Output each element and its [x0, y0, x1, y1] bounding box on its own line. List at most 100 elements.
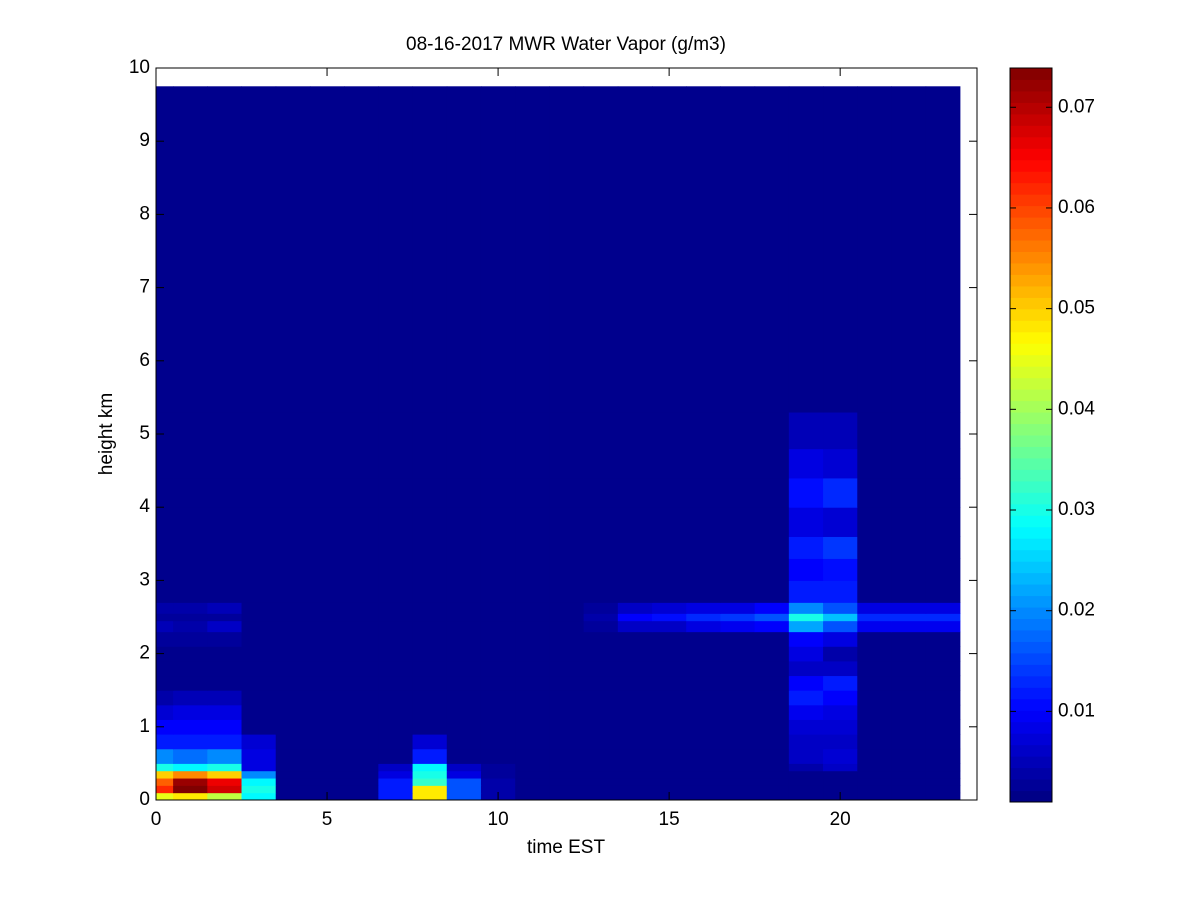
heat-cell: [378, 536, 414, 559]
colorbar-step: [1010, 217, 1052, 230]
heat-cell: [891, 763, 927, 772]
heat-cell: [788, 792, 824, 801]
heat-cell: [891, 580, 927, 603]
heat-cell: [925, 558, 961, 581]
y-tick-label: 5: [139, 423, 150, 444]
colorbar-step: [1010, 584, 1052, 597]
heat-cell: [241, 660, 277, 677]
heat-cell: [686, 448, 721, 479]
heat-cell: [823, 719, 858, 735]
heat-cell: [309, 580, 345, 603]
heat-cell: [241, 704, 277, 720]
colorbar-tick-label: 0.06: [1058, 197, 1095, 218]
colorbar-step: [1010, 274, 1052, 287]
heat-cell: [686, 770, 721, 779]
heat-cell: [241, 646, 277, 662]
heat-cell: [156, 675, 174, 691]
heat-cell: [857, 507, 892, 537]
heat-cell: [788, 86, 824, 413]
heat-cell: [378, 748, 414, 764]
heat-cell: [241, 613, 277, 622]
heat-cell: [207, 770, 243, 779]
heat-cell: [412, 613, 448, 622]
heat-cell: [515, 734, 550, 750]
heat-cell: [686, 536, 721, 559]
heat-cell: [754, 675, 790, 691]
heat-cell: [891, 792, 927, 801]
heat-cell: [823, 631, 858, 647]
heat-cell: [617, 675, 653, 691]
heat-cell: [275, 536, 311, 559]
heat-cell: [480, 719, 516, 735]
heat-cell: [857, 660, 892, 677]
heat-cell: [754, 734, 790, 750]
heat-cell: [446, 785, 482, 794]
heat-cell: [686, 477, 721, 508]
heat-cell: [686, 690, 721, 706]
heat-cell: [378, 558, 414, 581]
heat-cell: [156, 763, 174, 772]
heat-cell: [720, 477, 756, 508]
heat-cell: [241, 86, 277, 413]
colorbar-frame: [1009, 67, 1053, 803]
heat-cell: [173, 748, 208, 764]
heat-cell: [583, 704, 619, 720]
heat-cell: [754, 748, 790, 764]
heat-cell: [378, 86, 414, 413]
heat-cell: [207, 785, 243, 794]
heat-cell: [515, 631, 550, 647]
heat-cell: [241, 778, 277, 786]
heat-cell: [823, 620, 858, 633]
heat-cell: [275, 507, 311, 537]
heat-cell: [344, 763, 379, 772]
heat-cell: [515, 620, 550, 633]
colorbar-step: [1010, 182, 1052, 195]
heat-cell: [754, 660, 790, 677]
heat-cell: [446, 613, 482, 622]
heat-cell: [549, 748, 585, 764]
heat-cell: [891, 785, 927, 794]
heat-cell: [617, 690, 653, 706]
heat-cell: [823, 536, 858, 559]
heat-cell: [617, 763, 653, 772]
heat-cell: [446, 631, 482, 647]
heat-cell: [480, 602, 516, 614]
heat-cell: [720, 620, 756, 633]
colorbar-tick-label: 0.02: [1058, 600, 1095, 621]
heat-cell: [583, 558, 619, 581]
heat-cell: [173, 719, 208, 735]
heat-cell: [515, 748, 550, 764]
heat-cell: [241, 631, 277, 647]
heat-cell: [549, 675, 585, 691]
heat-cell: [446, 719, 482, 735]
heat-cell: [446, 763, 482, 772]
heat-cell: [241, 412, 277, 450]
heat-cell: [549, 558, 585, 581]
heat-cell: [583, 719, 619, 735]
heat-cell: [823, 602, 858, 614]
heat-cell: [788, 770, 824, 779]
heat-cell: [686, 778, 721, 786]
heat-cell: [754, 558, 790, 581]
heat-cell: [857, 448, 892, 479]
heat-cell: [925, 660, 961, 677]
heat-cell: [583, 690, 619, 706]
heat-cell: [788, 602, 824, 614]
y-tick-label: 6: [139, 350, 150, 371]
heat-cell: [549, 602, 585, 614]
heat-cell: [583, 660, 619, 677]
heat-cell: [344, 507, 379, 537]
heat-cell: [207, 631, 243, 647]
heat-cell: [549, 734, 585, 750]
heat-cell: [720, 778, 756, 786]
heat-cell: [156, 412, 174, 450]
heat-cell: [378, 675, 414, 691]
heat-cell: [754, 580, 790, 603]
heat-cell: [275, 412, 311, 450]
heat-cell: [515, 690, 550, 706]
colorbar-step: [1010, 113, 1052, 126]
heat-cell: [156, 507, 174, 537]
heat-cell: [754, 646, 790, 662]
heat-cell: [652, 646, 687, 662]
heat-cell: [857, 734, 892, 750]
